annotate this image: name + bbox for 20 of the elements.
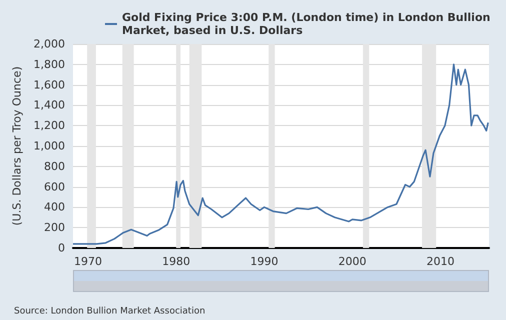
y-tick-label: 1,800 <box>34 58 65 71</box>
legend-label: Gold Fixing Price 3:00 P.M. (London time) in London Bullion Market, based in U.S. Dollars <box>122 11 494 37</box>
y-tick-label: 1,400 <box>34 98 65 112</box>
y-tick-label: 2,000 <box>34 38 65 50</box>
y-axis-title: (U.S. Dollars per Troy Ounce) <box>10 66 24 226</box>
y-tick-label: 200 <box>44 221 65 234</box>
x-tick-label: 1980 <box>162 255 190 268</box>
x-tick-label: 2010 <box>426 255 455 268</box>
y-tick-label: 600 <box>44 180 65 194</box>
x-tick-label: 1970 <box>74 255 102 268</box>
y-tick-label: 0 <box>58 242 65 254</box>
y-tick-label: 800 <box>44 160 65 173</box>
x-tick-label: 2000 <box>338 255 366 268</box>
y-tick-label: 1,000 <box>34 140 65 152</box>
y-tick-label: 1,200 <box>34 119 65 132</box>
x-tick-label: 1990 <box>250 255 278 268</box>
line-series <box>72 64 489 245</box>
source-note: Source: London Bullion Market Association <box>14 306 206 316</box>
y-tick-label: 400 <box>44 200 65 214</box>
y-tick-label: 1,600 <box>34 78 65 92</box>
